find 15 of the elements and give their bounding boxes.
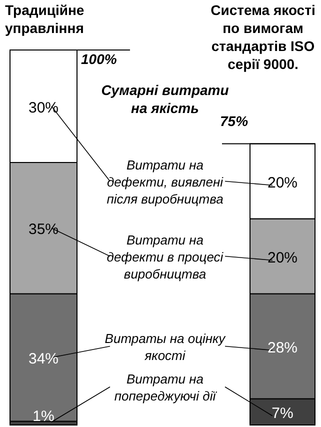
data-label: 35% [28,221,59,238]
legend-label: Витрати на дефекти, виявлені після виробництва [106,157,224,206]
x-tick-label: Система якості по вимогам стандартів ISO серії 9000. [210,2,316,72]
data-label: 34% [28,350,59,368]
total-label: 100% [81,51,118,67]
data-label: 20% [267,174,298,192]
data-label: 7% [272,404,294,422]
legend-label: Витрати на дефекти в процесі виробництва [106,232,224,282]
x-tick-label: Традиційне управління [5,2,84,36]
data-label: 30% [28,99,59,116]
legend-label: Витраты на оцінку якості [104,330,227,363]
data-label: 20% [267,249,298,266]
data-label: 1% [32,408,54,425]
text: Витрати на попереджуючі дії [114,371,218,404]
data-label: 28% [267,339,298,356]
